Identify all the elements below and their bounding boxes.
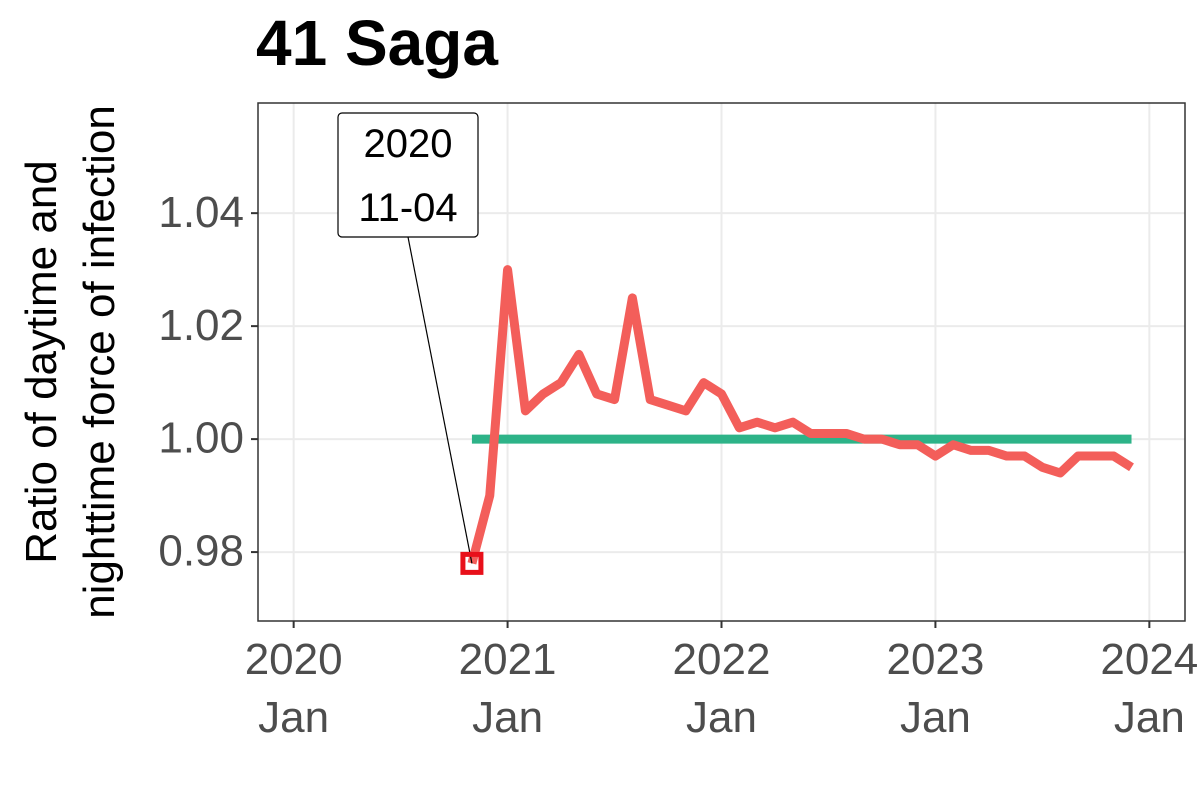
y-tick-label: 1.04	[158, 188, 244, 237]
series-line	[467, 265, 1134, 565]
annotation-box	[337, 112, 479, 238]
annotation-leader	[407, 236, 473, 564]
annotation-marker	[460, 551, 484, 575]
x-tick-label: 2024 Jan	[1100, 635, 1198, 742]
y-tick-label: 1.02	[158, 301, 244, 350]
x-tick-label: 2021 Jan	[459, 635, 557, 742]
x-tick-label: 2023 Jan	[886, 635, 984, 742]
chart-title: 41 Saga	[256, 7, 498, 79]
x-tick-label: 2020 Jan	[245, 635, 343, 742]
y-axis-label: Ratio of daytime and nighttime force of i…	[17, 105, 124, 619]
plot-border	[257, 102, 1186, 622]
annotation-label: 2020 11-04	[358, 122, 457, 230]
x-tick-label: 2022 Jan	[673, 635, 771, 742]
y-tick-label: 1.00	[158, 414, 244, 463]
y-tick-label: 0.98	[158, 527, 244, 576]
